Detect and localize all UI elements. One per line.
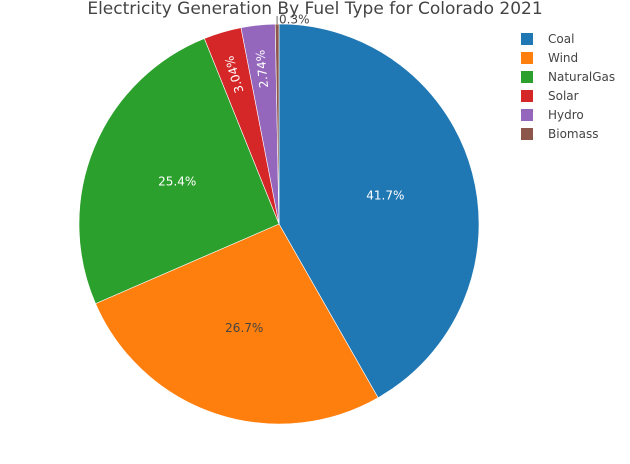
legend-label-hydro[interactable]: Hydro — [548, 108, 584, 122]
pie-slices — [78, 23, 480, 425]
slice-label-biomass: 0.3% — [279, 13, 310, 27]
legend-label-biomass[interactable]: Biomass — [548, 127, 598, 141]
legend-label-wind[interactable]: Wind — [548, 51, 578, 65]
legend-label-coal[interactable]: Coal — [548, 32, 574, 46]
legend-swatch-coal[interactable] — [521, 33, 533, 45]
legend: Coal Wind NaturalGas Solar Hydro Biomass — [521, 32, 615, 141]
legend-swatch-hydro[interactable] — [521, 109, 533, 121]
slice-label-wind: 26.7% — [225, 321, 263, 335]
pie-slice-wind — [95, 223, 379, 425]
legend-swatch-naturalgas[interactable] — [521, 71, 533, 83]
pie-slice-coal — [278, 23, 480, 399]
slice-label-coal: 41.7% — [366, 188, 404, 202]
slice-label-naturalgas: 25.4% — [158, 175, 196, 189]
legend-label-naturalgas[interactable]: NaturalGas — [548, 70, 615, 84]
legend-label-solar[interactable]: Solar — [548, 89, 579, 103]
chart-title: Electricity Generation By Fuel Type for … — [87, 0, 542, 19]
legend-swatch-biomass[interactable] — [521, 128, 533, 140]
slice-label-hydro: 2.74% — [253, 49, 271, 88]
pie-slice-naturalgas — [78, 38, 280, 305]
legend-swatch-solar[interactable] — [521, 90, 533, 102]
legend-swatch-wind[interactable] — [521, 52, 533, 64]
